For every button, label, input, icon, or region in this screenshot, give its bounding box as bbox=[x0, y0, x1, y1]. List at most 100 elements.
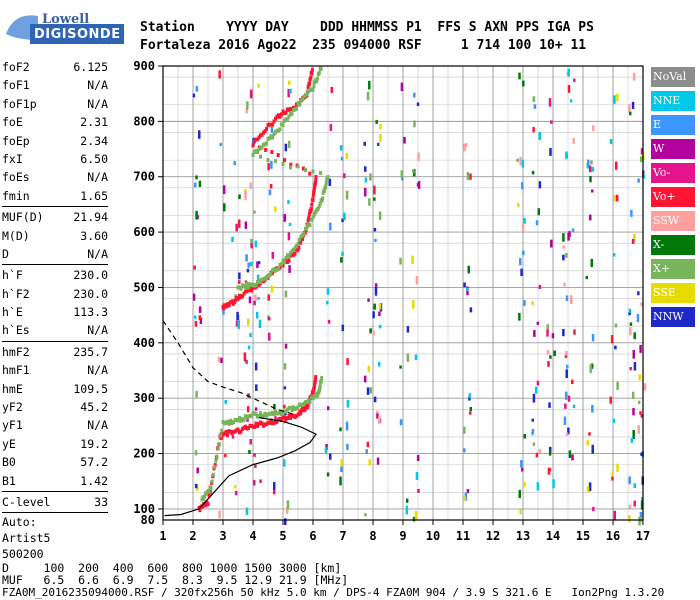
trace-point bbox=[203, 494, 207, 499]
echo-mark bbox=[400, 170, 404, 178]
echo-mark bbox=[415, 276, 419, 285]
echo-mark bbox=[534, 386, 538, 394]
echo-mark bbox=[195, 390, 198, 398]
trace-point bbox=[317, 204, 321, 209]
echo-mark bbox=[255, 384, 258, 391]
trace-point bbox=[276, 153, 280, 158]
param-row-foep: foEp 2.34 bbox=[2, 132, 108, 150]
trace-point bbox=[217, 442, 221, 447]
echo-mark bbox=[548, 450, 552, 456]
trace-point bbox=[236, 418, 240, 423]
echo-mark bbox=[339, 145, 343, 151]
param-name: h`F2 bbox=[2, 286, 30, 301]
echo-mark bbox=[572, 137, 575, 144]
echo-mark bbox=[588, 432, 591, 436]
param-name: B1 bbox=[2, 473, 16, 488]
echo-mark bbox=[538, 132, 542, 141]
echo-mark bbox=[413, 92, 416, 98]
echo-mark bbox=[249, 332, 252, 338]
trace-point bbox=[313, 383, 316, 388]
muf-row: MUF 6.5 6.6 6.9 7.5 8.3 9.5 12.9 21.9 [M… bbox=[2, 573, 349, 587]
param-name: foEp bbox=[2, 133, 30, 148]
param-row-hmf2: hmF2 235.7 bbox=[2, 343, 108, 361]
echo-mark bbox=[282, 459, 286, 467]
echo-mark bbox=[546, 329, 549, 337]
echo-mark bbox=[238, 272, 241, 280]
echo-mark bbox=[270, 126, 274, 133]
echo-mark bbox=[285, 506, 289, 514]
echo-mark bbox=[414, 354, 418, 361]
echo-mark bbox=[330, 86, 334, 93]
echo-mark bbox=[633, 483, 637, 489]
echo-mark bbox=[628, 104, 631, 112]
echo-mark bbox=[368, 459, 371, 466]
echo-mark bbox=[564, 391, 568, 400]
echo-mark bbox=[567, 395, 571, 402]
trace-point bbox=[242, 418, 246, 423]
trace-point bbox=[309, 206, 313, 211]
y-tick-label: 100 bbox=[133, 502, 155, 516]
echo-mark bbox=[224, 399, 227, 404]
echo-mark bbox=[466, 489, 470, 494]
echo-mark bbox=[592, 506, 595, 512]
param-name: D bbox=[2, 246, 9, 261]
x-tick-label: 4 bbox=[249, 529, 256, 543]
echo-mark bbox=[640, 148, 644, 155]
echo-mark bbox=[590, 363, 594, 369]
trace-point bbox=[311, 87, 315, 92]
echo-mark bbox=[193, 315, 197, 319]
echo-mark bbox=[217, 356, 221, 363]
echo-mark bbox=[573, 329, 576, 335]
echo-mark bbox=[246, 418, 249, 422]
trace-point bbox=[311, 389, 315, 394]
echo-mark bbox=[194, 182, 197, 188]
trace-point bbox=[321, 190, 325, 195]
trace-point bbox=[320, 198, 324, 203]
echo-mark bbox=[341, 324, 345, 332]
trace-point bbox=[271, 122, 274, 127]
trace-point bbox=[295, 106, 298, 111]
echo-mark bbox=[417, 152, 420, 162]
echo-mark bbox=[245, 507, 249, 515]
param-name: yF2 bbox=[2, 400, 23, 415]
param-row-hes: h`Es N/A bbox=[2, 321, 108, 339]
echo-mark bbox=[374, 283, 378, 287]
echo-mark bbox=[196, 467, 199, 474]
trace-point bbox=[207, 493, 211, 498]
echo-mark bbox=[373, 227, 377, 232]
trace-point bbox=[310, 217, 313, 222]
echo-mark bbox=[246, 406, 250, 413]
param-value: 2.31 bbox=[80, 115, 108, 130]
echo-mark bbox=[246, 268, 250, 273]
echo-mark bbox=[288, 265, 291, 273]
header-labels: Station YYYY DAY DDD HHMMSS P1 FFS S AXN… bbox=[140, 20, 594, 35]
echo-mark bbox=[257, 296, 260, 300]
echo-mark bbox=[631, 101, 635, 110]
echo-mark bbox=[416, 182, 420, 187]
trace-point bbox=[238, 416, 241, 421]
trace-point bbox=[306, 218, 310, 223]
trace-point bbox=[304, 226, 307, 231]
divider bbox=[2, 340, 108, 342]
trace-point bbox=[296, 242, 300, 247]
echo-mark bbox=[632, 349, 636, 359]
param-value: N/A bbox=[87, 96, 108, 111]
logo-graphic bbox=[6, 15, 124, 44]
echo-mark bbox=[363, 375, 367, 383]
trace-point bbox=[314, 394, 318, 399]
trace-point bbox=[220, 428, 224, 433]
echo-mark bbox=[632, 72, 636, 81]
echo-mark bbox=[521, 182, 524, 190]
legend-item-vo: Vo+ bbox=[651, 187, 695, 207]
trace-point bbox=[290, 112, 294, 117]
param-group-profile: hmF2 235.7 hmF1 N/A hmE 109.5 yF2 45.2 yF1 N/A yE 1… bbox=[2, 343, 108, 490]
echo-mark bbox=[590, 160, 593, 165]
echo-mark bbox=[613, 510, 616, 520]
param-name: hmF1 bbox=[2, 363, 30, 378]
echo-mark bbox=[376, 413, 379, 419]
trace-point bbox=[302, 231, 306, 236]
param-value: 230.0 bbox=[73, 286, 108, 301]
echo-mark bbox=[376, 142, 380, 146]
trace-point bbox=[213, 464, 217, 469]
